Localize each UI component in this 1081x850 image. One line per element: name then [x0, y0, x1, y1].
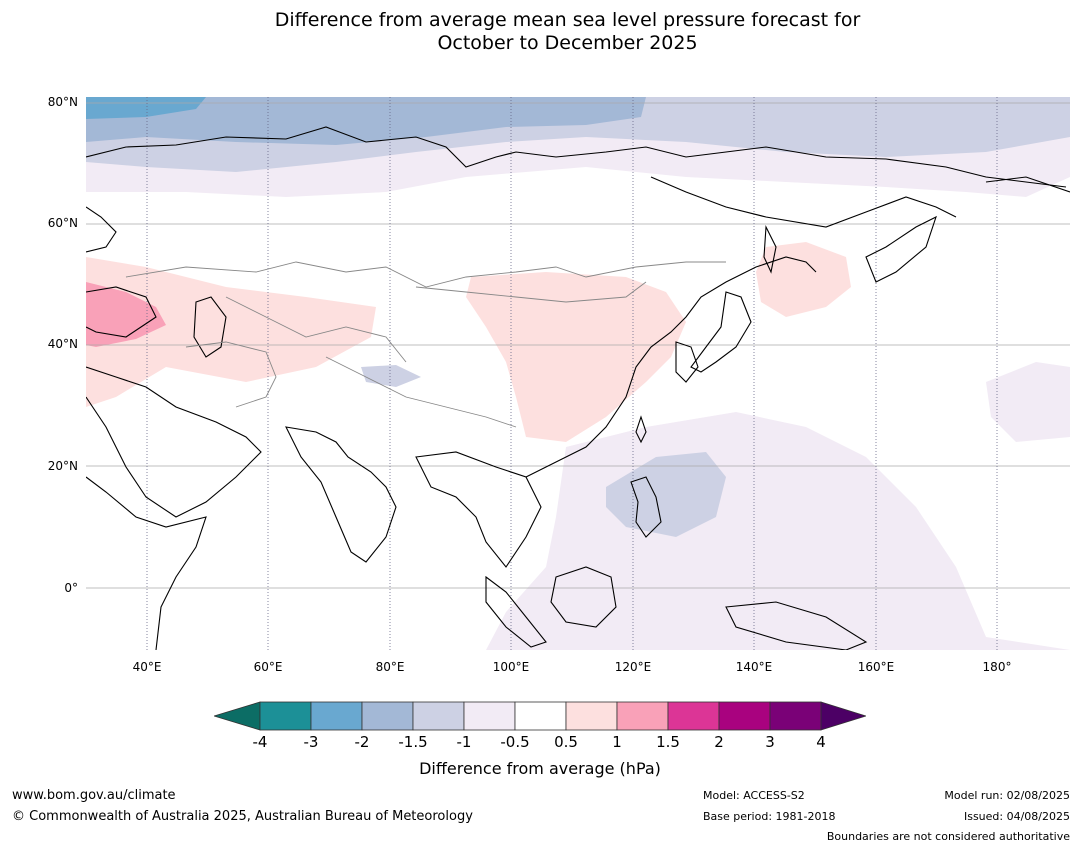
border-mongolia — [415, 281, 647, 303]
border-iran — [185, 341, 277, 408]
colorbar-bin-10 — [718, 701, 771, 731]
border-russia-south — [125, 261, 726, 288]
colorbar-bin-11 — [769, 701, 822, 731]
coastline-kamchatka — [865, 215, 937, 283]
lon-label-180: 180° — [982, 660, 1012, 674]
coastline-africa — [86, 476, 207, 650]
anomaly-region-okhotsk — [756, 242, 851, 317]
anomaly-region-pacific — [486, 412, 1070, 650]
colorbar-tick-0-5: 0.5 — [554, 733, 578, 751]
colorbar-tick-minus-2: -2 — [354, 733, 370, 751]
anomaly-map — [86, 97, 1070, 650]
colorbar-bin-7 — [565, 701, 618, 731]
lat-label-60n: 60°N — [47, 216, 78, 230]
coastline-philippines — [630, 476, 662, 538]
coastline-siberia-east — [650, 176, 957, 228]
coastline-europe — [86, 206, 117, 253]
anomaly-region-china — [466, 272, 686, 442]
lat-label-0: 0° — [64, 581, 78, 595]
gridlines — [86, 102, 1070, 589]
colorbar-bin-1 — [259, 701, 312, 731]
colorbar-tick-1: 1 — [612, 733, 622, 751]
lon-label-120e: 120°E — [614, 660, 652, 674]
footer-issued: Issued: 04/08/2025 — [963, 810, 1070, 823]
colorbar-tick-minus-1: -1 — [456, 733, 472, 751]
coastline-india — [285, 426, 397, 563]
footer-base-period: Base period: 1981-2018 — [703, 810, 836, 823]
lat-label-40n: 40°N — [47, 337, 78, 351]
lon-label-40e: 40°E — [132, 660, 162, 674]
colorbar-tick-2: 2 — [714, 733, 724, 751]
coastline-caspian — [193, 296, 227, 358]
coastline-sakhalin — [763, 224, 777, 274]
anomaly-fills — [86, 97, 1070, 650]
coastline-japan — [690, 291, 752, 373]
lon-label-60e: 60°E — [253, 660, 283, 674]
meridians — [146, 97, 998, 650]
anomaly-region-western-asia — [86, 257, 376, 407]
colorbar-tick-minus-0-5: -0.5 — [500, 733, 530, 751]
coastline-indochina — [415, 451, 542, 568]
coastline-china — [525, 256, 817, 478]
coastline-alaska — [985, 176, 1070, 193]
country-borders — [125, 261, 726, 428]
colorbar-bin-2 — [310, 701, 363, 731]
coastline-new-guinea — [725, 601, 868, 650]
colorbar — [214, 701, 866, 731]
map-title-line-1: Difference from average mean sea level p… — [274, 9, 861, 31]
anomaly-region-arctic-ocean — [86, 97, 206, 119]
lon-label-160e: 160°E — [857, 660, 895, 674]
colorbar-label: Difference from average (hPa) — [419, 759, 661, 778]
colorbar-bin-5 — [463, 701, 516, 731]
lat-label-20n: 20°N — [47, 459, 78, 473]
coastlines — [86, 126, 1070, 650]
footer-model: Model: ACCESS-S2 — [703, 789, 805, 802]
colorbar-tick-minus-3: -3 — [303, 733, 319, 751]
coastline-taiwan — [635, 415, 647, 444]
colorbar-tick-4: 4 — [816, 733, 826, 751]
footer-url: www.bom.gov.au/climate — [12, 788, 176, 803]
lon-label-80e: 80°E — [375, 660, 405, 674]
lat-label-80n: 80°N — [47, 95, 78, 109]
map-canvas — [86, 97, 1070, 650]
coastline-arctic-russia — [86, 126, 1067, 188]
colorbar-bin-8 — [616, 701, 669, 731]
footer-disclaimer: Boundaries are not considered authoritat… — [826, 830, 1070, 843]
footer-model-run: Model run: 02/08/2025 — [944, 789, 1070, 802]
lon-label-100e: 100°E — [492, 660, 530, 674]
colorbar-bin-4 — [412, 701, 465, 731]
footer-copyright: © Commonwealth of Australia 2025, Austra… — [12, 809, 473, 824]
colorbar-bin-3 — [361, 701, 414, 731]
coastline-sumatra — [485, 575, 547, 648]
colorbar-tick-1-5: 1.5 — [656, 733, 680, 751]
coastline-black-sea — [86, 286, 157, 338]
colorbar-extend-high — [820, 701, 866, 731]
colorbar-extend-low — [214, 701, 261, 731]
coastline-borneo — [550, 566, 617, 628]
colorbar-tick-minus-1-5: -1.5 — [398, 733, 428, 751]
border-central-asia — [225, 296, 407, 363]
anomaly-region-tibet — [361, 365, 421, 387]
coastline-arabia — [86, 366, 262, 518]
colorbar-bin-6 — [514, 701, 567, 731]
colorbar-bin-9 — [667, 701, 720, 731]
colorbar-tick-3: 3 — [765, 733, 775, 751]
anomaly-region-philippine-sea — [606, 452, 726, 537]
anomaly-region-arctic-russia — [86, 97, 646, 145]
map-title-line-2: October to December 2025 — [437, 32, 698, 54]
coastline-korea — [675, 341, 699, 383]
anomaly-region-central-pacific — [986, 362, 1070, 442]
border-himalaya — [325, 356, 517, 428]
map-title: Difference from average mean sea level p… — [0, 9, 1081, 55]
anomaly-region-turkey — [86, 282, 166, 347]
colorbar-tick-minus-4: -4 — [252, 733, 268, 751]
lon-label-140e: 140°E — [735, 660, 773, 674]
